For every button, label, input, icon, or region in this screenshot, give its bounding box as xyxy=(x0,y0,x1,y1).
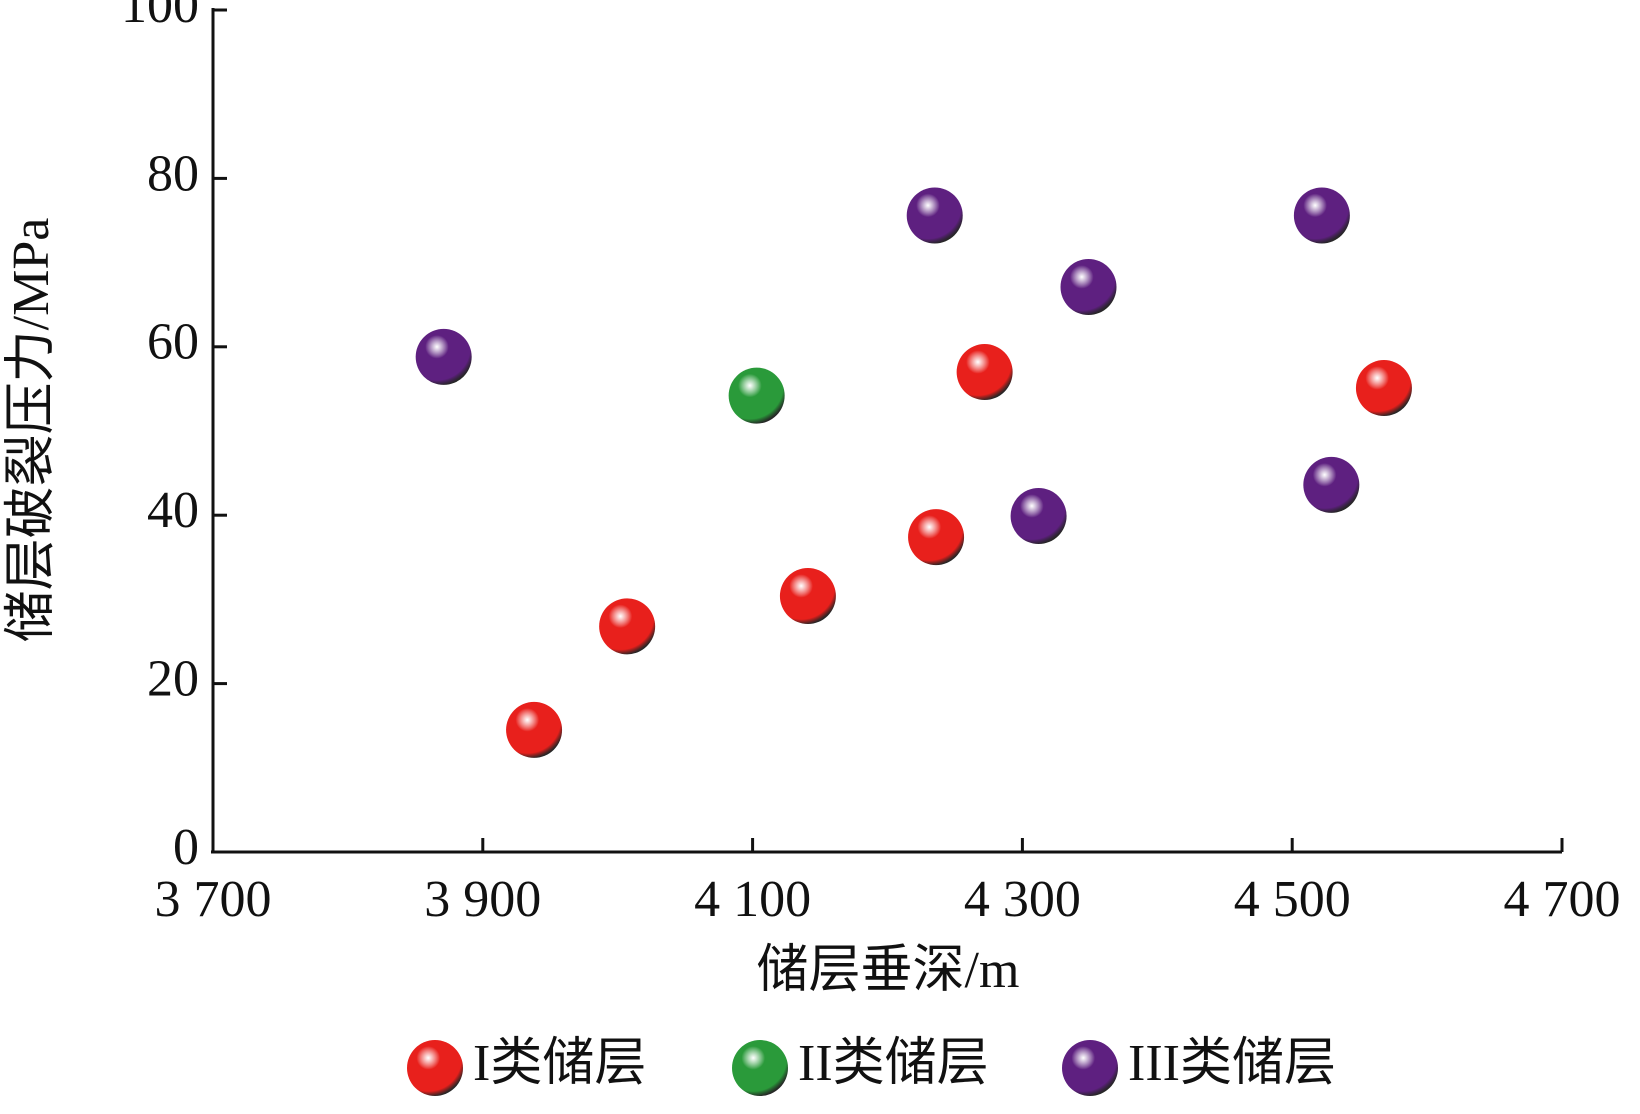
y-tick-label: 60 xyxy=(147,314,199,371)
point xyxy=(1355,360,1412,417)
legend-marker xyxy=(407,1040,463,1096)
point xyxy=(415,328,472,385)
legend-label: I类储层 xyxy=(473,1035,646,1092)
point xyxy=(1293,187,1350,244)
x-tick-label: 4 700 xyxy=(1504,871,1621,928)
x-tick-label: 4 300 xyxy=(964,871,1081,928)
point xyxy=(908,509,965,566)
y-tick-label: 80 xyxy=(147,145,199,202)
x-axis-label: 储层垂深/m xyxy=(757,942,1020,999)
x-tick-label: 4 500 xyxy=(1234,871,1351,928)
point xyxy=(728,367,785,424)
x-tick-label: 4 100 xyxy=(694,871,811,928)
point xyxy=(1303,456,1360,513)
legend-marker xyxy=(732,1040,788,1096)
legend-marker xyxy=(1062,1040,1118,1096)
point xyxy=(1010,488,1067,545)
point xyxy=(1060,259,1117,316)
x-tick-label: 3 700 xyxy=(155,871,272,928)
y-tick-label: 0 xyxy=(173,819,199,876)
point xyxy=(599,598,656,655)
y-tick-label: 20 xyxy=(147,651,199,708)
y-tick-label: 100 xyxy=(121,0,199,34)
x-tick-label: 3 900 xyxy=(424,871,541,928)
y-axis-label: 储层破裂压力/MPa xyxy=(3,218,60,643)
point xyxy=(779,568,836,625)
point xyxy=(506,701,563,758)
point xyxy=(906,187,963,244)
legend-label: II类储层 xyxy=(798,1035,989,1092)
point xyxy=(956,344,1013,401)
y-tick-label: 40 xyxy=(147,482,199,539)
legend-label: III类储层 xyxy=(1128,1035,1336,1092)
